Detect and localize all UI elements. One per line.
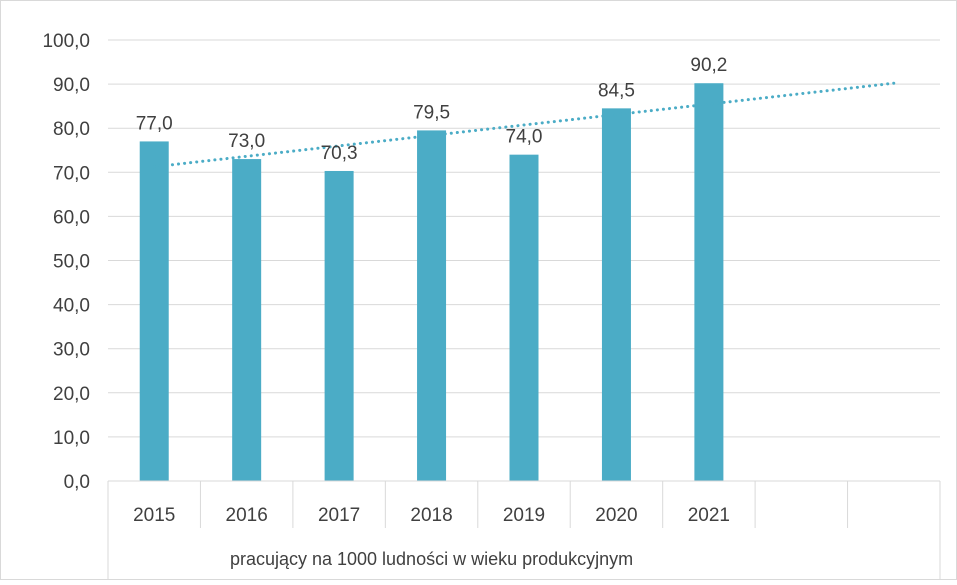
y-tick-label: 10,0 xyxy=(53,428,90,449)
y-tick-label: 30,0 xyxy=(53,340,90,361)
bar xyxy=(417,130,447,481)
x-axis: 2015 2016 2017 2018 2019 2020 2021 xyxy=(107,480,941,580)
bar xyxy=(324,170,354,482)
data-label: 73,0 xyxy=(228,131,265,152)
y-tick-label: 40,0 xyxy=(53,296,90,317)
bar xyxy=(601,108,631,481)
y-tick-label: 0,0 xyxy=(64,472,90,493)
y-tick-label: 100,0 xyxy=(42,31,90,52)
x-tick-label: 2015 xyxy=(133,505,175,526)
x-tick-label: 2021 xyxy=(688,505,730,526)
bar xyxy=(694,83,724,481)
y-tick-label: 20,0 xyxy=(53,384,90,405)
x-tick-label: 2017 xyxy=(318,505,360,526)
y-axis-tick-labels: 0,0 10,0 20,0 30,0 40,0 50,0 60,0 70,0 80,0 90,0 1… xyxy=(42,31,90,493)
trendline-path xyxy=(152,81,896,169)
data-label: 74,0 xyxy=(506,127,543,148)
x-axis-group-label: pracujący na 1000 ludności w wieku produ… xyxy=(230,549,633,569)
data-labels: 77,0 73,0 70,3 79,5 74,0 84,5 90,2 xyxy=(136,55,728,164)
data-label: 70,3 xyxy=(321,143,358,164)
y-tick-label: 60,0 xyxy=(53,207,90,228)
data-label: 77,0 xyxy=(136,113,173,134)
x-tick-label: 2019 xyxy=(503,505,545,526)
bar xyxy=(509,154,539,481)
y-tick-label: 80,0 xyxy=(53,119,90,140)
data-label: 84,5 xyxy=(598,80,635,101)
y-tick-label: 90,0 xyxy=(53,75,90,96)
data-label: 79,5 xyxy=(413,102,450,123)
y-tick-label: 70,0 xyxy=(53,163,90,184)
x-tick-label: 2020 xyxy=(595,505,637,526)
bar xyxy=(232,159,262,481)
trendline xyxy=(152,81,896,169)
x-tick-label: 2018 xyxy=(410,505,452,526)
x-tick-label: 2016 xyxy=(226,505,268,526)
bars xyxy=(139,83,724,482)
bar xyxy=(139,141,169,481)
y-tick-label: 50,0 xyxy=(53,252,90,273)
data-label: 90,2 xyxy=(690,55,727,76)
